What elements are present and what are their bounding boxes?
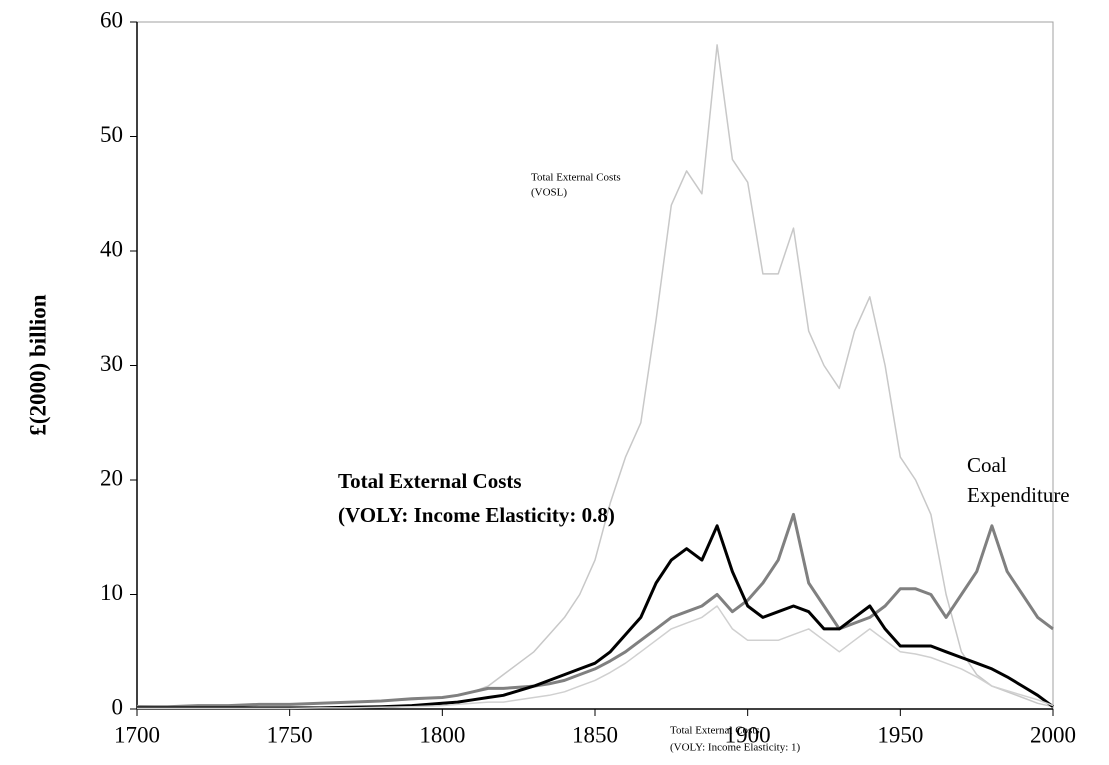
y-tick-label: 60 (100, 7, 123, 32)
x-tick-label: 1700 (114, 722, 160, 747)
annotation: Total External Costs (670, 725, 760, 737)
series-line (136, 44, 1054, 708)
y-tick-label: 10 (100, 580, 123, 605)
series-line (137, 512, 1054, 709)
y-tick-label: 50 (100, 122, 123, 147)
annotation: (VOLY: Income Elasticity: 1) (670, 742, 800, 754)
annotation: Coal (967, 453, 1007, 477)
x-tick-label: 1750 (267, 722, 313, 747)
annotation: Total External Costs (531, 172, 621, 184)
y-tick-label: 20 (100, 465, 123, 490)
y-tick-label: 30 (100, 351, 123, 376)
x-tick-label: 1850 (572, 722, 618, 747)
y-tick-label: 0 (112, 694, 124, 719)
y-tick-label: 40 (100, 236, 123, 261)
x-tick-label: 2000 (1030, 722, 1076, 747)
annotation: (VOLY: Income Elasticity: 0.8) (338, 503, 615, 527)
annotation: Total External Costs (338, 469, 522, 493)
annotation: Expenditure (967, 483, 1070, 507)
annotation: (VOSL) (531, 187, 567, 199)
series-line (137, 605, 1054, 710)
x-tick-label: 1900 (725, 722, 771, 747)
series-line (137, 524, 1054, 710)
plot-frame (136, 21, 1054, 710)
x-tick-label: 1950 (877, 722, 923, 747)
y-axis-label: £(2000) billion (25, 294, 50, 435)
x-tick-label: 1800 (419, 722, 465, 747)
